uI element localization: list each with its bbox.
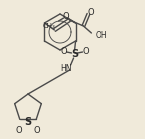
Text: S: S [25, 117, 32, 127]
Text: HN: HN [60, 64, 71, 73]
Text: O: O [82, 47, 89, 55]
Text: O: O [34, 126, 40, 135]
Text: O: O [60, 47, 67, 55]
Text: O: O [62, 12, 69, 20]
Text: O: O [16, 126, 22, 135]
Text: CH₃: CH₃ [43, 23, 56, 29]
Text: S: S [71, 49, 78, 59]
Text: O: O [87, 8, 94, 17]
Text: OH: OH [95, 30, 107, 39]
